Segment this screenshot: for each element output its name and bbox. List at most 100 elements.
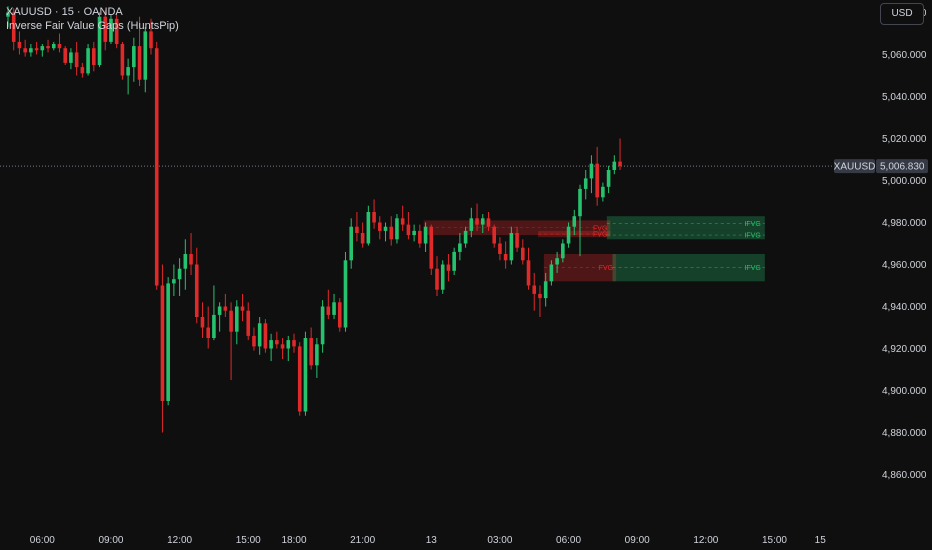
candle[interactable] [57, 33, 62, 53]
candle[interactable] [366, 205, 371, 246]
candle[interactable] [120, 41, 125, 80]
candle[interactable] [383, 222, 388, 242]
candle[interactable] [492, 224, 496, 248]
candle[interactable] [561, 239, 565, 263]
candle[interactable] [332, 293, 336, 320]
candle[interactable] [486, 212, 491, 231]
candle[interactable] [51, 41, 56, 51]
candle[interactable] [343, 251, 348, 332]
candle[interactable] [595, 146, 599, 206]
currency-button[interactable]: USD [880, 3, 924, 25]
candle[interactable] [469, 207, 474, 238]
candle[interactable] [475, 203, 479, 231]
candle[interactable] [549, 260, 554, 286]
candle[interactable] [395, 214, 399, 244]
candle[interactable] [521, 239, 525, 265]
candle[interactable] [17, 31, 22, 55]
candle[interactable] [360, 222, 365, 248]
candle[interactable] [349, 218, 353, 269]
candle[interactable] [132, 37, 136, 82]
candle[interactable] [429, 224, 434, 275]
candle[interactable] [246, 302, 251, 341]
candle[interactable] [498, 237, 502, 261]
candle[interactable] [309, 327, 313, 370]
candle[interactable] [326, 289, 331, 320]
candle[interactable] [601, 182, 605, 202]
candle[interactable] [320, 300, 325, 353]
candle[interactable] [280, 338, 285, 359]
candle[interactable] [97, 12, 102, 68]
candle[interactable] [269, 333, 273, 362]
candle[interactable] [149, 18, 153, 55]
candle[interactable] [572, 209, 577, 236]
candle[interactable] [372, 199, 376, 229]
candle[interactable] [177, 258, 182, 296]
candle[interactable] [446, 254, 451, 282]
candle[interactable] [263, 319, 268, 353]
candle[interactable] [583, 170, 588, 200]
candle[interactable] [418, 224, 422, 248]
candle[interactable] [11, 8, 16, 51]
candle[interactable] [275, 331, 279, 349]
indicator-title[interactable]: Inverse Fair Value Gaps (HuntsPip) [6, 20, 179, 32]
candle[interactable] [297, 342, 302, 416]
candle[interactable] [46, 39, 50, 53]
candle[interactable] [618, 138, 622, 171]
candle[interactable] [292, 333, 296, 353]
candle[interactable] [355, 212, 359, 242]
candle[interactable] [166, 277, 170, 406]
candle[interactable] [555, 251, 559, 273]
candle[interactable] [200, 302, 205, 338]
candle[interactable] [154, 41, 159, 290]
candle[interactable] [160, 264, 165, 433]
candle[interactable] [189, 233, 193, 275]
candle[interactable] [532, 272, 537, 311]
candle[interactable] [126, 58, 130, 95]
candle[interactable] [109, 14, 113, 44]
candle[interactable] [337, 298, 342, 332]
candle[interactable] [423, 222, 428, 252]
candle[interactable] [63, 46, 67, 65]
candle[interactable] [589, 155, 594, 194]
candle[interactable] [229, 302, 233, 380]
candle[interactable] [612, 155, 617, 175]
candle[interactable] [303, 331, 308, 416]
candle[interactable] [172, 264, 176, 297]
candle[interactable] [34, 41, 39, 55]
candle[interactable] [69, 48, 73, 70]
candle[interactable] [183, 239, 188, 290]
candle[interactable] [103, 10, 108, 51]
candle[interactable] [194, 247, 199, 324]
candle[interactable] [389, 216, 394, 246]
candle[interactable] [217, 302, 222, 332]
candle[interactable] [480, 214, 485, 233]
candle[interactable] [606, 165, 611, 194]
candle[interactable] [86, 44, 90, 76]
candle[interactable] [538, 285, 542, 318]
candle[interactable] [406, 212, 411, 240]
candle[interactable] [40, 44, 45, 57]
candle[interactable] [412, 224, 416, 242]
candle[interactable] [206, 306, 210, 349]
candle[interactable] [578, 184, 582, 257]
candle[interactable] [452, 247, 456, 275]
candle[interactable] [240, 293, 245, 322]
candle[interactable] [6, 6, 10, 28]
candle[interactable] [80, 62, 85, 78]
candle[interactable] [29, 44, 33, 57]
candle[interactable] [566, 222, 571, 248]
candle[interactable] [212, 285, 216, 341]
candle[interactable] [286, 335, 291, 362]
candle[interactable] [503, 241, 508, 269]
candle[interactable] [543, 272, 548, 307]
candle[interactable] [235, 300, 239, 345]
candle[interactable] [23, 39, 27, 57]
candle[interactable] [435, 256, 439, 296]
candle[interactable] [463, 226, 468, 248]
candle[interactable] [223, 293, 228, 317]
symbol-title[interactable]: XAUUSD · 15 · OANDA [6, 6, 123, 18]
candle[interactable] [137, 16, 142, 86]
candle[interactable] [74, 41, 79, 76]
candle[interactable] [440, 260, 445, 294]
